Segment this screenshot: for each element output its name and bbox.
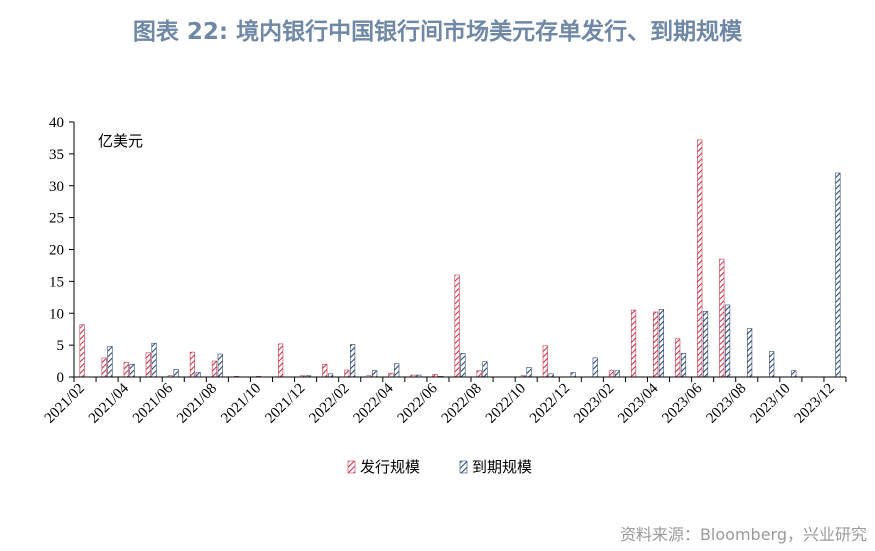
legend-issue-swatch: [347, 460, 356, 474]
issue-bar-2023/04: [653, 311, 659, 378]
issue-bar-2023/05: [675, 338, 681, 378]
issue-bar-2022/02: [344, 369, 350, 378]
maturity-bar-2023/10: [791, 370, 797, 378]
issue-bar-2022/07: [454, 274, 460, 378]
x-tick-label: 2023/06: [659, 380, 705, 426]
issue-bar-2022/08: [476, 370, 482, 378]
y-tick-label: 15: [49, 274, 64, 290]
maturity-bar-2023/08: [747, 328, 753, 378]
axes-group: 05101520253035402021/022021/042021/06202…: [42, 115, 847, 427]
maturity-bar-2023/04: [658, 309, 665, 378]
x-tick-label: 2021/06: [130, 380, 176, 426]
x-tick-label: 2021/04: [86, 380, 132, 426]
maturity-bar-2022/07: [460, 353, 466, 378]
x-tick-label: 2022/12: [527, 381, 573, 427]
y-tick-label: 35: [49, 147, 64, 163]
maturity-bar-2021/04: [129, 363, 135, 378]
maturity-bar-2023/02: [614, 370, 620, 378]
issue-bar-2021/11: [278, 343, 284, 378]
x-tick-label: 2023/10: [748, 381, 794, 427]
issue-bar-2021/02: [79, 324, 85, 378]
y-tick-label: 5: [57, 338, 65, 354]
x-tick-label: 2022/08: [439, 381, 485, 427]
issue-bar-2023/06: [697, 139, 703, 378]
x-tick-label: 2021/12: [262, 381, 308, 427]
legend-issue-label: 发行规模: [360, 458, 420, 476]
maturity-bar-2021/07: [195, 372, 201, 378]
x-tick-label: 2023/04: [615, 380, 661, 426]
maturity-bar-2022/03: [372, 370, 378, 378]
maturity-bar-2023/01: [592, 357, 598, 378]
issue-bar-2022/04: [388, 372, 394, 378]
issue-bar-2022/01: [322, 363, 328, 378]
x-tick-label: 2021/10: [218, 381, 264, 427]
unit-label: 亿美元: [98, 132, 143, 150]
issue-bar-2023/07: [719, 258, 725, 378]
issue-bar-2021/04: [123, 362, 129, 378]
x-tick-label: 2021/02: [42, 381, 88, 427]
maturity-bar-2022/10: [526, 367, 532, 378]
issue-bar-2021/07: [189, 351, 196, 378]
x-tick-label: 2023/12: [792, 381, 838, 427]
x-tick-label: 2022/06: [395, 380, 441, 426]
x-tick-label: 2022/02: [306, 381, 352, 427]
maturity-bar-2023/07: [724, 304, 731, 378]
x-tick-label: 2021/08: [174, 381, 220, 427]
x-tick-label: 2023/08: [703, 381, 749, 427]
legend: 发行规模 到期规模: [347, 458, 532, 476]
chart-title: 图表 22: 境内银行中国银行间市场美元存单发行、到期规模: [132, 19, 743, 45]
x-tick-label: 2022/10: [483, 381, 529, 427]
maturity-bar-2023/12: [835, 172, 841, 378]
maturity-bar-2021/08: [217, 353, 223, 378]
x-tick-label: 2023/02: [571, 381, 617, 427]
maturity-bar-2021/05: [151, 342, 157, 378]
y-tick-label: 40: [49, 115, 64, 131]
maturity-bar-2023/06: [702, 311, 709, 378]
legend-maturity-swatch: [459, 460, 468, 474]
y-tick-label: 20: [49, 243, 64, 259]
maturity-bar-2023/05: [680, 353, 687, 378]
y-tick-label: 10: [49, 306, 64, 322]
y-tick-label: 30: [49, 179, 64, 195]
bars-group: [79, 139, 841, 378]
y-tick-label: 25: [49, 211, 64, 227]
issue-bar-2023/03: [630, 309, 637, 378]
issue-bar-2021/03: [101, 357, 107, 378]
maturity-bar-2021/03: [107, 346, 113, 378]
maturity-bar-2022/02: [350, 344, 356, 378]
issue-bar-2023/02: [608, 370, 615, 378]
maturity-bar-2022/12: [570, 372, 576, 378]
issue-bar-2021/08: [211, 360, 218, 378]
maturity-bar-2023/09: [769, 351, 775, 378]
maturity-bar-2021/06: [173, 369, 179, 378]
y-tick-label: 0: [57, 370, 65, 386]
issue-bar-2022/11: [542, 345, 548, 378]
x-tick-label: 2022/04: [351, 380, 397, 426]
legend-maturity-label: 到期规模: [472, 458, 532, 476]
source-note: 资料来源：Bloomberg，兴业研究: [619, 525, 867, 544]
maturity-bar-2022/08: [482, 361, 488, 378]
maturity-bar-2022/04: [394, 363, 400, 378]
bar-chart: 05101520253035402021/022021/042021/06202…: [42, 115, 847, 476]
issue-bar-2021/05: [145, 352, 151, 378]
